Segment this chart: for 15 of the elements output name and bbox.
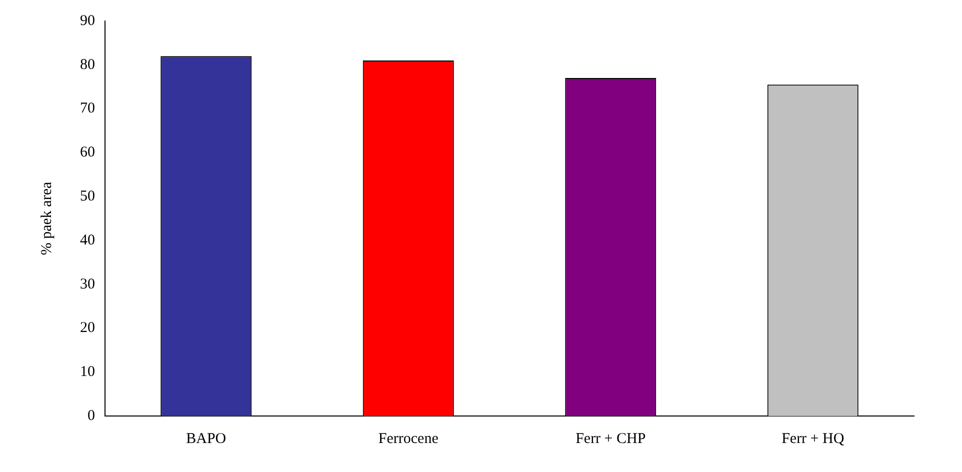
y-axis-title: % paek area [38, 182, 55, 256]
x-tick-label: Ferrocene [378, 430, 439, 447]
y-tick-label: 90 [80, 12, 95, 29]
x-tick-label: BAPO [186, 430, 226, 447]
x-tick-label: Ferr + CHP [576, 430, 646, 447]
y-tick-label: 50 [80, 188, 95, 204]
x-tick-label: Ferr + HQ [782, 430, 844, 447]
y-tick-label: 0 [88, 408, 95, 424]
y-tick-label: 30 [80, 276, 95, 292]
y-tick-label: 10 [80, 364, 95, 380]
y-tick-label: 80 [80, 56, 95, 73]
y-tick-label: 70 [80, 100, 95, 117]
y-tick-label: 60 [80, 144, 95, 161]
y-tick-label: 40 [80, 232, 95, 248]
y-tick-label: 20 [80, 320, 95, 336]
